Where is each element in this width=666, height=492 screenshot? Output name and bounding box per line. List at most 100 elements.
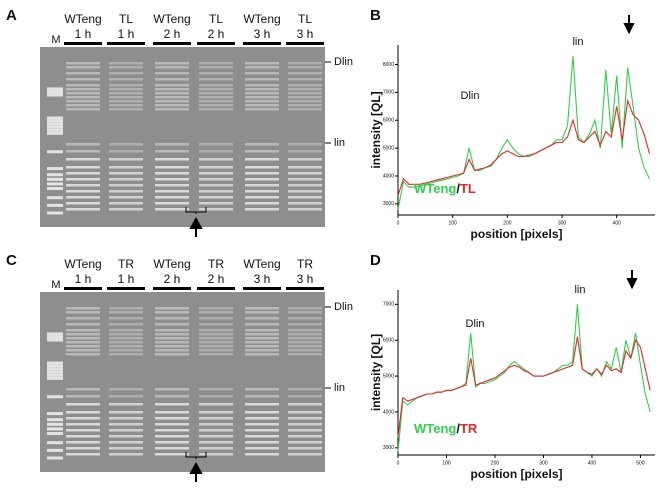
sample-band [155, 333, 189, 336]
sample-band [199, 429, 233, 432]
sample-band [66, 388, 100, 391]
sample-band [199, 92, 233, 95]
legend-separator: / [456, 421, 460, 436]
x-tick-label: 300 [539, 460, 548, 466]
sample-band [109, 317, 143, 320]
marker-band [47, 335, 63, 339]
x-tick-label: 100 [449, 220, 458, 226]
sample-band [288, 100, 322, 103]
legend-separator: / [456, 181, 460, 196]
sample-band [109, 403, 143, 406]
sample-band [66, 423, 100, 426]
sample-band [66, 92, 100, 95]
sample-band [155, 92, 189, 95]
sample-band [155, 323, 189, 326]
sample-band [245, 417, 279, 420]
sample-band [288, 190, 322, 193]
marker-band [47, 332, 63, 336]
x-tick-label: 400 [613, 220, 622, 226]
marker-band [47, 187, 63, 190]
sample-band [109, 172, 143, 175]
sample-band [199, 323, 233, 326]
sample-band [288, 88, 322, 91]
marker-band [47, 338, 63, 342]
marker-band [47, 432, 63, 435]
sample-band [66, 447, 100, 450]
lane-name: WTeng [243, 257, 280, 271]
sample-band [245, 341, 279, 344]
sample-band [199, 395, 233, 398]
arrow [189, 461, 203, 482]
x-tick-label: 200 [491, 460, 500, 466]
sample-band [199, 96, 233, 99]
sample-band [199, 88, 233, 91]
sample-band [155, 441, 189, 444]
sample-band [109, 307, 143, 310]
sample-band [245, 166, 279, 169]
arrow [626, 270, 638, 290]
sample-band [109, 447, 143, 450]
sample-band [155, 190, 189, 193]
sample-band [66, 178, 100, 181]
sample-band [288, 435, 322, 438]
lane-time: 2 h [208, 272, 225, 286]
sample-band [245, 158, 279, 161]
y-tick-label: 3000 [383, 445, 394, 451]
sample-band [199, 317, 233, 320]
marker-band [47, 119, 63, 123]
sample-band [155, 96, 189, 99]
sample-band [155, 435, 189, 438]
sample-band [155, 196, 189, 199]
sample-band [155, 166, 189, 169]
marker-band [47, 93, 63, 97]
marker-band [47, 177, 63, 181]
sample-band [155, 172, 189, 175]
sample-band [66, 395, 100, 398]
sample-band [245, 337, 279, 340]
sample-band [288, 349, 322, 352]
band-label: lin [334, 382, 345, 394]
sample-band [288, 441, 322, 444]
lane-name: TL [209, 12, 223, 26]
sample-band [66, 323, 100, 326]
sample-band [155, 178, 189, 181]
marker-band [47, 373, 63, 377]
marker-band [47, 182, 63, 186]
sample-band [199, 158, 233, 161]
sample-band [288, 184, 322, 187]
sample-band [245, 184, 279, 187]
sample-band [66, 196, 100, 199]
marker-band [47, 211, 63, 215]
sample-band [155, 317, 189, 320]
sample-band [288, 202, 322, 205]
sample-band [245, 100, 279, 103]
marker-band [47, 167, 63, 171]
sample-band [66, 72, 100, 75]
sample-band [288, 388, 322, 391]
y-tick-label: 5000 [383, 373, 394, 379]
sample-band [199, 337, 233, 340]
sample-band [155, 150, 189, 153]
sample-band [109, 84, 143, 87]
sample-band [66, 202, 100, 205]
marker-band [47, 376, 63, 380]
arrow [189, 216, 203, 237]
sample-band [288, 337, 322, 340]
sample-band [288, 423, 322, 426]
sample-band [199, 441, 233, 444]
panel-letter: D [370, 252, 381, 269]
sample-band [109, 166, 143, 169]
legend: WTeng/TR [414, 421, 478, 436]
sample-band [109, 341, 143, 344]
lane-name: WTeng [64, 12, 101, 26]
sample-band [245, 62, 279, 65]
sample-band [109, 104, 143, 107]
sample-band [288, 66, 322, 69]
sample-band [199, 411, 233, 414]
series-line [397, 336, 651, 438]
sample-band [155, 100, 189, 103]
sample-band [288, 307, 322, 310]
sample-band [245, 429, 279, 432]
sample-band [245, 353, 279, 356]
